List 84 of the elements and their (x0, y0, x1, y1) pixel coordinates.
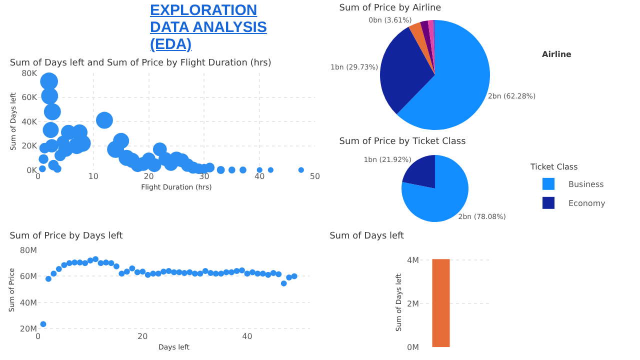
legend-title: Airline (542, 50, 572, 59)
chart-title: Sum of Price by Airline (339, 4, 442, 14)
point (155, 270, 162, 277)
point (286, 274, 292, 281)
pie-slice (380, 26, 435, 114)
pie-slice (420, 20, 435, 75)
point (129, 265, 136, 272)
x-tick-label: 0 (35, 332, 41, 341)
point (280, 280, 287, 286)
chart-title: Sum of Price by Days left (10, 231, 124, 242)
chart-title: Sum of Days left (330, 231, 405, 242)
point (176, 269, 182, 276)
x-tick-label: 30 (199, 172, 210, 181)
y-tick-label: 80M (20, 246, 38, 255)
point (166, 268, 172, 274)
x-tick-label: 10 (88, 172, 98, 181)
y-tick-label: 4M (407, 256, 420, 265)
legend-label: Economy (568, 199, 606, 208)
point (254, 270, 261, 277)
point (234, 268, 240, 274)
point (72, 259, 78, 266)
point (140, 268, 146, 275)
point (56, 266, 62, 272)
point (82, 260, 88, 266)
point (192, 270, 198, 277)
point (265, 272, 272, 278)
point (92, 256, 99, 262)
point (244, 270, 250, 277)
legend-title: Ticket Class (530, 162, 578, 172)
point (291, 273, 298, 280)
point (40, 321, 46, 328)
point (98, 260, 104, 266)
point (50, 270, 57, 277)
x-tick-label: 40 (254, 172, 265, 181)
x-tick-label: 20 (138, 332, 148, 341)
pie-slice (408, 22, 435, 75)
point (61, 262, 68, 268)
point (144, 272, 151, 278)
point (103, 259, 109, 266)
x-tick-label: 50 (310, 172, 320, 181)
y-tick-label: 60K (22, 93, 38, 102)
chart-title: Sum of Days left and Sum of Price by Flight Duration (hrs) (10, 58, 272, 69)
point (202, 268, 208, 274)
y-tick-label: 0M (407, 342, 420, 352)
y-tick-label: 2M (407, 299, 420, 308)
legend-label: Business (568, 180, 604, 190)
point (108, 260, 114, 266)
chart-title: Sum of Price by Ticket Class (339, 137, 466, 148)
point (124, 268, 130, 275)
point (260, 270, 266, 277)
text: EXPLORATION DATA ANALYSIS (EDA) (150, 2, 268, 53)
point (239, 267, 245, 274)
point (276, 271, 282, 278)
point (181, 270, 188, 276)
point (87, 257, 94, 264)
point (212, 270, 219, 277)
point (171, 269, 177, 276)
x-tick-label: 40 (242, 332, 252, 341)
point (160, 268, 167, 275)
y-tick-label: 0K (26, 166, 38, 175)
y-tick-label: 80K (22, 68, 38, 78)
point (223, 269, 230, 276)
point (113, 263, 120, 270)
point (186, 269, 193, 276)
point (45, 276, 52, 282)
x-tick-label: 0 (35, 172, 41, 181)
y-tick-label: 20K (22, 142, 38, 151)
point (228, 269, 235, 276)
point (76, 259, 83, 266)
point (197, 270, 204, 277)
point (150, 270, 156, 277)
point (218, 270, 224, 277)
point (66, 260, 72, 266)
point (208, 270, 214, 276)
point (249, 269, 256, 276)
y-tick-label: 40K (22, 117, 38, 126)
point (118, 270, 125, 277)
x-tick-label: 20 (144, 172, 154, 181)
pie-slice (428, 20, 435, 75)
y-tick-label: 60M (20, 272, 38, 282)
point (270, 270, 276, 276)
y-tick-label: 40M (20, 298, 38, 308)
point (134, 269, 140, 276)
y-tick-label: 20M (20, 324, 38, 334)
